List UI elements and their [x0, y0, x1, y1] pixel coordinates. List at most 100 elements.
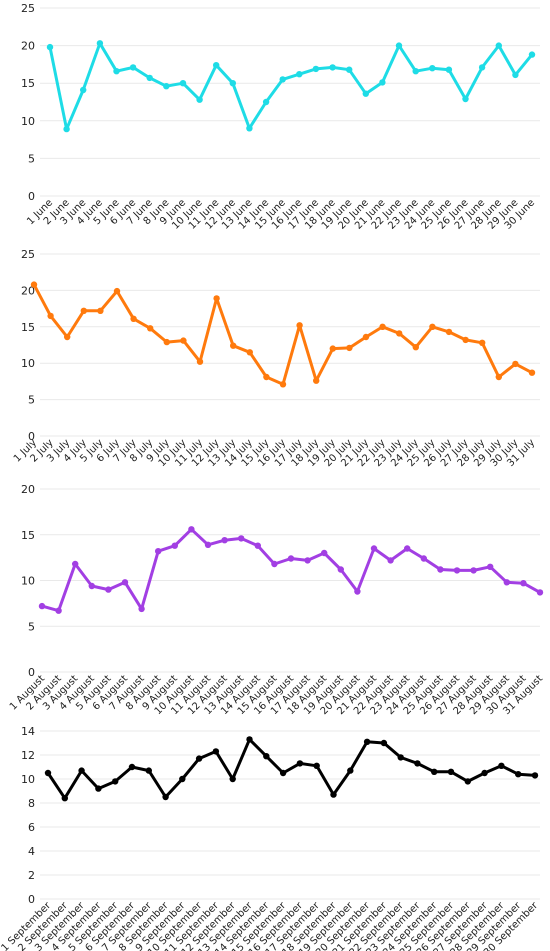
series-line — [46, 737, 537, 800]
data-point — [229, 775, 236, 783]
data-point — [498, 762, 505, 769]
y-tick-label: 20 — [21, 40, 35, 53]
data-point — [263, 753, 270, 760]
y-tick-label: 15 — [21, 77, 35, 90]
data-point — [130, 315, 137, 322]
data-point — [346, 344, 353, 352]
data-point — [287, 555, 295, 562]
data-point — [495, 42, 502, 49]
data-point — [528, 369, 536, 376]
data-point — [188, 526, 195, 533]
data-point — [61, 795, 68, 802]
data-point — [296, 760, 304, 767]
y-tick-label: 0 — [28, 430, 35, 443]
data-point — [78, 767, 85, 774]
data-point — [445, 66, 453, 73]
y-tick-label: 10 — [21, 773, 35, 786]
data-point — [420, 555, 427, 562]
data-point — [487, 563, 494, 570]
y-tick-label: 10 — [21, 575, 35, 588]
y-tick-label: 5 — [28, 620, 35, 633]
data-point — [362, 90, 369, 97]
data-point — [379, 79, 386, 86]
data-point — [246, 736, 253, 743]
data-point — [138, 605, 145, 613]
data-point — [362, 333, 370, 341]
data-point — [481, 769, 488, 777]
data-point — [129, 64, 137, 71]
data-point — [38, 602, 46, 610]
data-point — [397, 754, 404, 761]
data-point — [520, 580, 527, 587]
data-point — [321, 549, 328, 557]
data-point — [196, 358, 204, 365]
data-point — [254, 542, 261, 549]
data-point — [229, 80, 236, 87]
data-point — [495, 373, 502, 381]
data-point — [80, 307, 88, 314]
data-point — [354, 588, 361, 595]
y-tick-label: 0 — [28, 190, 35, 203]
y-tick-label: 25 — [21, 2, 35, 15]
data-point — [429, 65, 436, 72]
data-point — [363, 738, 371, 745]
data-point — [279, 76, 286, 83]
data-point — [464, 778, 471, 785]
data-point — [404, 545, 411, 552]
data-point — [121, 579, 129, 586]
y-tick-label: 2 — [28, 869, 35, 882]
data-point — [195, 755, 203, 762]
data-point — [470, 567, 477, 574]
data-point — [238, 535, 245, 542]
data-point — [30, 281, 38, 288]
data-point — [503, 579, 510, 586]
series-line — [40, 527, 542, 613]
y-tick-label: 15 — [21, 529, 35, 542]
data-point — [221, 537, 228, 544]
data-point — [96, 40, 104, 47]
data-point — [204, 541, 212, 548]
data-point — [179, 80, 187, 87]
data-point — [155, 548, 162, 555]
data-point — [212, 748, 220, 755]
data-point — [370, 545, 378, 552]
data-point — [512, 71, 519, 79]
data-point — [329, 345, 336, 352]
data-point — [313, 762, 320, 769]
y-tick-label: 15 — [21, 321, 35, 334]
data-point — [47, 312, 54, 320]
data-point — [63, 125, 70, 133]
data-point — [95, 785, 102, 792]
data-point — [213, 61, 220, 69]
data-point — [163, 338, 170, 346]
data-point — [478, 64, 486, 71]
y-tick-label: 14 — [21, 725, 35, 738]
data-point — [380, 739, 388, 747]
y-tick-label: 6 — [28, 821, 35, 834]
data-point — [55, 607, 62, 614]
data-point — [246, 125, 253, 132]
data-point — [279, 769, 287, 777]
series-line — [32, 283, 534, 386]
y-tick-label: 5 — [28, 394, 35, 407]
data-point — [145, 767, 152, 774]
data-point — [162, 793, 169, 801]
y-tick-label: 25 — [21, 248, 35, 261]
data-point — [112, 778, 119, 785]
data-point — [414, 760, 421, 767]
data-point — [431, 768, 438, 775]
data-point — [462, 95, 469, 103]
data-point — [412, 68, 419, 75]
data-point — [97, 307, 104, 314]
data-point — [429, 323, 436, 330]
y-tick-label: 10 — [21, 115, 35, 128]
y-tick-label: 4 — [28, 845, 35, 858]
data-point — [113, 68, 120, 75]
data-point — [462, 336, 469, 344]
data-point — [262, 98, 270, 106]
data-point — [196, 96, 203, 103]
data-point — [304, 557, 311, 564]
data-point — [296, 322, 303, 329]
